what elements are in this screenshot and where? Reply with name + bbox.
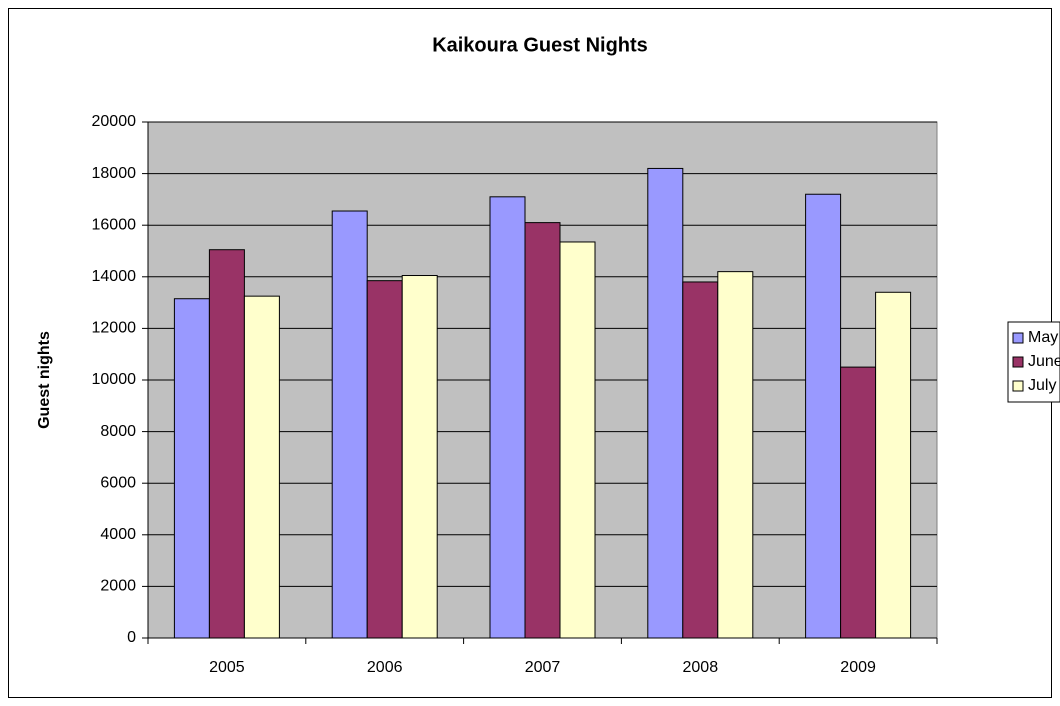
bar	[647, 167, 684, 639]
y-tick-label: 10000	[92, 371, 137, 388]
bar	[243, 295, 280, 639]
legend-label: July	[1028, 377, 1056, 394]
y-tick-label: 6000	[100, 474, 136, 491]
legend-swatch	[1012, 356, 1024, 368]
bar	[208, 249, 245, 639]
x-tick-label: 2005	[209, 659, 245, 676]
y-tick-label: 0	[127, 629, 136, 646]
x-tick-label: 2008	[683, 659, 719, 676]
bar	[401, 275, 438, 639]
y-tick-label: 20000	[92, 113, 137, 130]
legend-swatch	[1012, 332, 1024, 344]
bar	[840, 366, 877, 639]
legend-label: May	[1028, 329, 1058, 346]
y-tick-label: 18000	[92, 165, 137, 182]
bar	[366, 280, 403, 639]
bar	[875, 291, 912, 639]
bar	[489, 196, 526, 639]
y-tick-label: 16000	[92, 216, 137, 233]
bar	[173, 298, 210, 639]
legend-label: June	[1028, 353, 1060, 370]
bar	[682, 281, 719, 639]
bar	[717, 271, 754, 639]
y-tick-label: 14000	[92, 268, 137, 285]
bar	[559, 241, 596, 639]
y-axis-label: Guest nights	[36, 331, 53, 429]
y-tick-label: 2000	[100, 578, 136, 595]
legend-swatch	[1012, 380, 1024, 392]
x-tick-label: 2006	[367, 659, 403, 676]
y-tick-label: 12000	[92, 320, 137, 337]
bar	[331, 210, 368, 639]
y-tick-label: 8000	[100, 423, 136, 440]
bar	[805, 193, 842, 639]
bar	[524, 222, 561, 639]
x-tick-label: 2007	[525, 659, 561, 676]
y-tick-label: 4000	[100, 526, 136, 543]
chart-title: Kaikoura Guest Nights	[432, 34, 648, 56]
x-tick-label: 2009	[840, 659, 876, 676]
